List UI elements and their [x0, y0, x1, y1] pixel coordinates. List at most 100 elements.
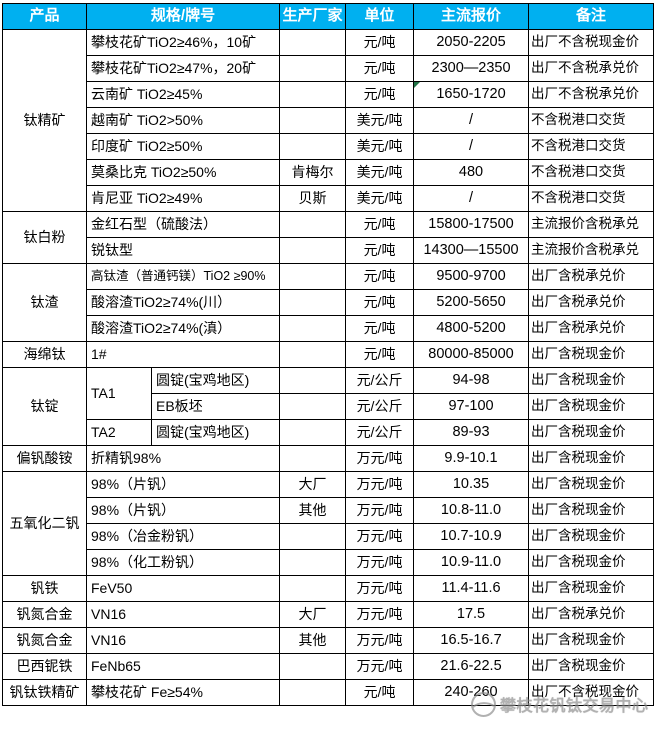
- cell-unit: 元/吨: [345, 237, 415, 264]
- cell-note: 出厂含税承兑价: [528, 315, 655, 342]
- cell-spec: 折精钒98%: [85, 445, 281, 472]
- cell-price: /: [413, 107, 530, 134]
- cell-product: 钛精矿: [2, 29, 87, 212]
- cell-spec: 圆锭(宝鸡地区): [150, 367, 281, 394]
- table-row: 攀枝花矿TiO2≥47%，20矿 元/吨 2300—2350 出厂不含税承兑价: [3, 55, 655, 82]
- cell-maker: [279, 237, 347, 264]
- cell-spec: 攀枝花矿TiO2≥47%，20矿: [85, 55, 281, 82]
- cell-product: 巴西铌铁: [2, 653, 87, 680]
- cell-note: 出厂含税现金价: [528, 419, 655, 446]
- cell-spec: 云南矿 TiO2≥45%: [85, 81, 281, 108]
- header-spec: 规格/牌号: [85, 3, 281, 30]
- cell-price: 14300—15500: [413, 237, 530, 264]
- table-row: 云南矿 TiO2≥45% 元/吨 1650-1720 出厂不含税承兑价: [3, 81, 655, 108]
- cell-unit: 万元/吨: [345, 653, 415, 680]
- cell-price: 5200-5650: [413, 289, 530, 316]
- cell-spec: 锐钛型: [85, 237, 281, 264]
- cell-spec: 莫桑比克 TiO2≥50%: [85, 159, 281, 186]
- cell-price: 17.5: [413, 601, 530, 628]
- cell-unit: 美元/吨: [345, 185, 415, 212]
- cell-maker: [279, 523, 347, 550]
- table-row: 巴西铌铁 FeNb65 万元/吨 21.6-22.5 出厂含税现金价: [2, 653, 655, 680]
- cell-maker: 贝斯: [279, 185, 347, 212]
- price-value: 1650-1720: [436, 85, 506, 102]
- table-row: 肯尼亚 TiO2≥49% 贝斯 美元/吨 / 不含税港口交货: [3, 185, 655, 212]
- cell-maker: 大厂: [279, 471, 347, 498]
- cell-spec: VN16: [85, 627, 281, 654]
- cell-unit: 万元/吨: [345, 549, 415, 576]
- table-row: 钒氮合金 VN16 其他 万元/吨 16.5-16.7 出厂含税现金价: [2, 627, 655, 654]
- table-row: 印度矿 TiO2≥50% 美元/吨 / 不含税港口交货: [3, 133, 655, 160]
- cell-spec: 98%（化工粉钒）: [85, 549, 281, 576]
- table-row: 酸溶渣TiO2≥74%(滇） 元/吨 4800-5200 出厂含税承兑价: [3, 315, 655, 342]
- cell-spec: 圆锭(宝鸡地区): [150, 419, 281, 446]
- cell-unit: 万元/吨: [345, 523, 415, 550]
- cell-price: 240-260: [413, 679, 530, 706]
- cell-note: 出厂含税现金价: [528, 627, 655, 654]
- error-flag-icon: [414, 82, 421, 88]
- cell-maker: 其他: [279, 627, 347, 654]
- cell-note: 不含税港口交货: [528, 185, 655, 212]
- cell-maker: [279, 81, 347, 108]
- cell-product: 钒钛铁精矿: [2, 679, 87, 706]
- cell-spec: 1#: [85, 341, 281, 368]
- table-row: 98%（冶金粉钒） 万元/吨 10.7-10.9 出厂含税现金价: [3, 523, 655, 550]
- cell-price: 9500-9700: [413, 263, 530, 290]
- cell-price: 480: [413, 159, 530, 186]
- cell-price: 10.9-11.0: [413, 549, 530, 576]
- cell-maker: [279, 289, 347, 316]
- cell-maker: [279, 575, 347, 602]
- table-row: 五氧化二钒 98%（片钒） 大厂 万元/吨 10.35 出厂含税现金价: [2, 471, 655, 576]
- cell-maker: [279, 341, 347, 368]
- cell-price: /: [413, 185, 530, 212]
- cell-price: 4800-5200: [413, 315, 530, 342]
- table-row: 酸溶渣TiO2≥74%(川） 元/吨 5200-5650 出厂含税承兑价: [3, 289, 655, 316]
- cell-spec: 攀枝花矿TiO2≥46%，10矿: [85, 29, 281, 56]
- cell-unit: 美元/吨: [345, 159, 415, 186]
- cell-note: 出厂含税承兑价: [528, 263, 655, 290]
- cell-maker: [279, 29, 347, 56]
- cell-maker: 肯梅尔: [279, 159, 347, 186]
- cell-product: 钒氮合金: [2, 627, 87, 654]
- table-row: 钛渣 高钛渣（普通钙镁）TiO2 ≥90% 元/吨 9500-9700 出厂含税…: [2, 263, 655, 342]
- cell-note: 出厂含税现金价: [528, 445, 655, 472]
- cell-unit: 元/吨: [345, 263, 415, 290]
- cell-note: 不含税港口交货: [528, 107, 655, 134]
- cell-maker: [279, 653, 347, 680]
- header-row: 产品 规格/牌号 生产厂家 单位 主流报价 备注: [2, 3, 655, 30]
- cell-price: 1650-1720: [413, 81, 530, 108]
- cell-price: 16.5-16.7: [413, 627, 530, 654]
- cell-product: 海绵钛: [2, 341, 87, 368]
- cell-maker: [279, 679, 347, 706]
- cell-note: 出厂不含税现金价: [528, 29, 655, 56]
- cell-unit: 元/吨: [345, 55, 415, 82]
- table-row: 钛白粉 金红石型（硫酸法） 元/吨 15800-17500 主流报价含税承兑: [2, 211, 655, 264]
- price-table: 产品 规格/牌号 生产厂家 单位 主流报价 备注 钛精矿 攀枝花矿TiO2≥46…: [2, 3, 655, 706]
- cell-spec: 肯尼亚 TiO2≥49%: [85, 185, 281, 212]
- table-row: 锐钛型 元/吨 14300—15500 主流报价含税承兑: [3, 237, 655, 264]
- cell-spec: VN16: [85, 601, 281, 628]
- cell-spec: 攀枝花矿 Fe≥54%: [85, 679, 281, 706]
- cell-maker: [279, 133, 347, 160]
- cell-price: 21.6-22.5: [413, 653, 530, 680]
- cell-note: 出厂含税承兑价: [528, 289, 655, 316]
- cell-maker: 其他: [279, 497, 347, 524]
- cell-price: 9.9-10.1: [413, 445, 530, 472]
- cell-product: 偏钒酸铵: [2, 445, 87, 472]
- cell-price: 11.4-11.6: [413, 575, 530, 602]
- table-row: 钛锭 TA1 圆锭(宝鸡地区) 元/公斤 94-98 出厂含税现金价: [2, 367, 655, 446]
- cell-maker: [279, 419, 347, 446]
- cell-maker: [279, 55, 347, 82]
- cell-note: 出厂含税现金价: [528, 367, 655, 394]
- header-note: 备注: [528, 3, 655, 30]
- cell-maker: [279, 549, 347, 576]
- cell-note: 不含税港口交货: [528, 133, 655, 160]
- cell-unit: 万元/吨: [345, 471, 415, 498]
- cell-price: 80000-85000: [413, 341, 530, 368]
- cell-note: 出厂含税现金价: [528, 575, 655, 602]
- header-product: 产品: [2, 3, 87, 30]
- cell-note: 出厂含税现金价: [528, 653, 655, 680]
- cell-note: 出厂不含税承兑价: [528, 55, 655, 82]
- cell-unit: 元/公斤: [345, 419, 415, 446]
- cell-maker: 大厂: [279, 601, 347, 628]
